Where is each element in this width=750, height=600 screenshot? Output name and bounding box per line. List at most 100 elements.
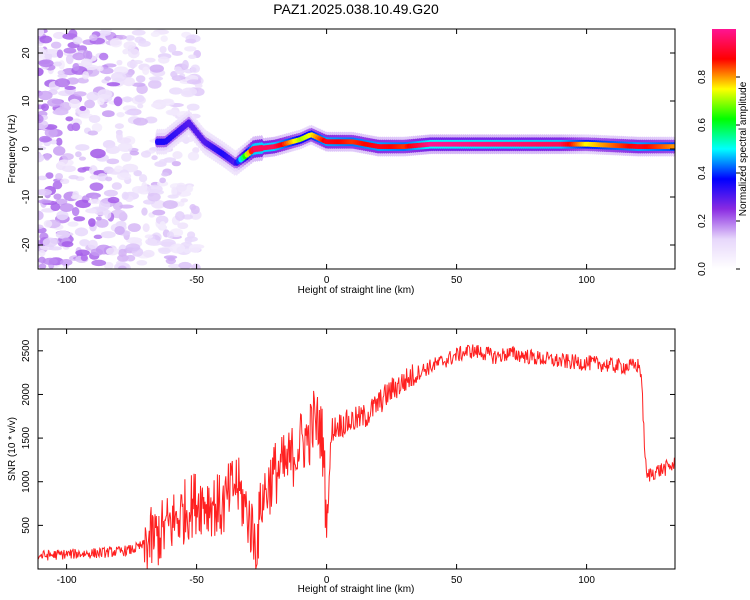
noise-blob [162,200,178,209]
noise-blob [117,254,129,262]
noise-blob [167,43,177,53]
colorbar-tick-label: 0.6 [697,118,708,132]
noise-blob [101,110,115,118]
noise-blob [175,184,187,192]
noise-blob [171,50,183,56]
noise-blob [52,181,63,190]
spectrogram-x-label: Height of straight line (km) [298,285,415,296]
noise-blob [72,36,83,45]
noise-blob [165,109,180,116]
noise-blob [50,202,61,212]
noise-blob [171,160,181,167]
y-tick-label: 2500 [21,339,32,362]
noise-blob [131,29,146,36]
noise-blob [38,146,47,151]
noise-blob [39,35,53,44]
noise-blob [188,54,197,60]
noise-blob [169,243,186,254]
noise-blob [119,204,134,209]
noise-blob [38,114,44,124]
noise-blob [95,218,109,228]
noise-blob [142,249,155,258]
noise-blob [103,261,114,269]
noise-blob [75,199,91,209]
noise-blob [117,172,132,181]
noise-blob [86,91,100,101]
x-tick-label: 100 [578,575,595,586]
noise-blob [126,60,138,69]
noise-blob [177,222,189,230]
noise-blob [98,52,109,61]
noise-blob [100,231,116,239]
noise-blob [189,204,197,211]
noise-blob [38,199,52,204]
noise-blob [106,82,121,87]
noise-blob [149,64,164,73]
noise-blob [122,76,135,87]
noise-blob [47,98,63,107]
snr-series [37,344,675,570]
noise-blob [65,54,74,65]
ridge-segment [670,144,675,150]
x-tick-label: -100 [57,575,77,586]
noise-blob [147,192,161,202]
noise-blob [155,215,169,225]
noise-blob [178,261,192,269]
noise-blob [184,46,197,52]
noise-blob [114,165,124,173]
noise-blob [106,247,119,256]
noise-blob [53,61,63,67]
noise-blob [159,177,166,184]
noise-blob [42,257,58,266]
noise-blob [111,182,123,190]
noise-blob [55,137,63,146]
noise-blob [59,101,72,112]
noise-blob [38,188,53,196]
noise-blob [50,41,62,49]
noise-blob [114,123,124,129]
noise-blob [144,234,154,239]
noise-blob [142,66,150,76]
noise-blob [95,216,102,221]
noise-blob [38,175,48,181]
noise-blob [75,144,90,151]
spectrogram-heatmap [38,29,675,269]
noise-blob [38,153,45,163]
noise-blob [41,137,53,142]
noise-blob [116,112,125,118]
noise-blob [82,71,90,80]
noise-blob [38,263,47,269]
noise-blob [159,46,167,54]
snr-line [37,344,675,570]
noise-blob [186,103,200,111]
noise-blob [78,156,87,161]
noise-blob [106,158,120,165]
noise-blob [161,100,175,107]
noise-blob [42,49,58,55]
noise-blob [152,209,166,216]
noise-blob [121,152,132,162]
noise-blob [50,139,57,145]
y-tick-label: 1000 [21,470,32,493]
noise-blob [118,265,127,269]
snr-x-label: Height of straight line (km) [298,584,415,595]
noise-blob [90,148,106,159]
noise-blob [38,249,46,257]
y-tick-label: -10 [21,189,32,204]
noise-blob [184,38,197,44]
noise-blob [38,141,43,147]
noise-blob [42,237,58,248]
noise-blob [125,243,141,252]
noise-blob [140,150,152,158]
noise-blob [43,219,53,228]
noise-blob [61,153,74,161]
noise-blob [104,76,112,81]
noise-blob [38,46,45,52]
noise-blob [156,180,169,187]
noise-blob [38,59,54,68]
x-tick-label: 100 [578,275,595,286]
noise-blob [161,172,169,177]
noise-blob [54,78,71,88]
noise-blob [182,59,189,70]
colorbar-tick-label: 0.4 [697,166,708,180]
